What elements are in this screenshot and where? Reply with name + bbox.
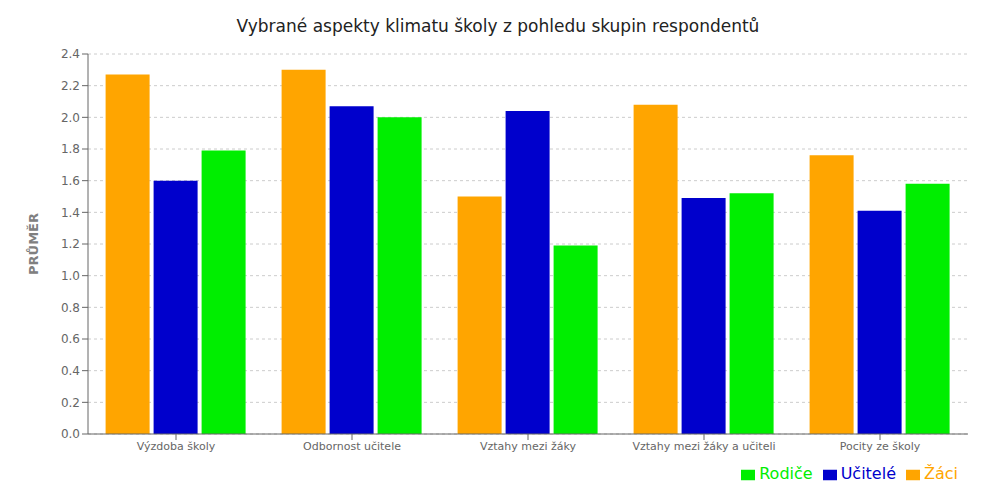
svg-text:1.8: 1.8 (61, 142, 80, 156)
svg-text:1.4: 1.4 (61, 206, 80, 220)
svg-text:2.2: 2.2 (61, 79, 80, 93)
svg-text:1.0: 1.0 (61, 269, 80, 283)
svg-text:0.0: 0.0 (61, 427, 80, 441)
html-text:Učitelé: Učitelé (840, 464, 896, 483)
svg-text:Odbornost učitele: Odbornost učitele (303, 440, 401, 453)
svg-text:Pocity ze školy: Pocity ze školy (840, 440, 921, 453)
html-text:Rodiče: Rodiče (759, 464, 813, 483)
svg-text:0.6: 0.6 (61, 332, 80, 346)
html-text:Žáci: Žáci (924, 464, 958, 483)
html-text:Vybrané aspekty klimatu školy: Vybrané aspekty klimatu školy z pohledu … (236, 16, 760, 36)
svg-text:2.0: 2.0 (61, 111, 80, 125)
svg-text:0.4: 0.4 (61, 364, 80, 378)
svg-text:Výzdoba školy: Výzdoba školy (137, 440, 216, 453)
svg-text:0.2: 0.2 (61, 396, 80, 410)
svg-text:Vztahy mezi žáky: Vztahy mezi žáky (480, 440, 577, 453)
svg-text:Vztahy mezi žáky a učiteli: Vztahy mezi žáky a učiteli (632, 440, 775, 453)
svg-text:1.2: 1.2 (61, 237, 80, 251)
svg-text:1.6: 1.6 (61, 174, 80, 188)
svg-text:PRŮMĚR: PRŮMĚR (26, 213, 41, 275)
svg-text:0.8: 0.8 (61, 301, 80, 315)
svg-text:2.4: 2.4 (61, 47, 80, 61)
